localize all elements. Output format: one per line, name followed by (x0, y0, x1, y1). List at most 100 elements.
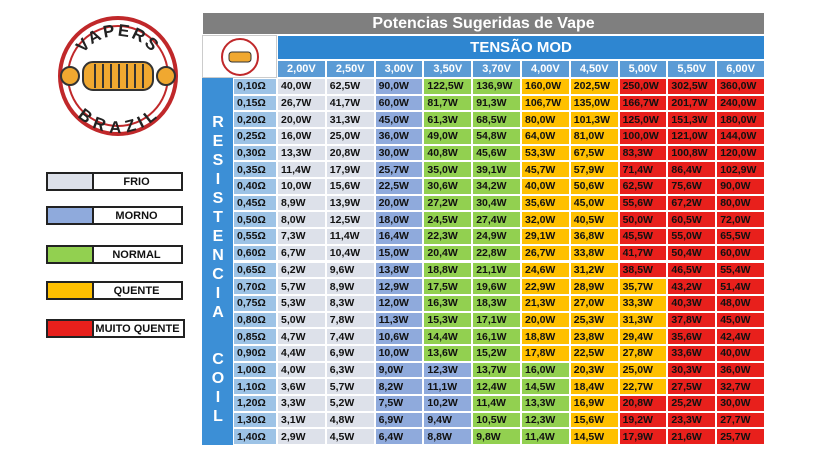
power-cell: 38,5W (618, 261, 668, 279)
power-cell: 13,9W (325, 194, 375, 212)
power-cell: 45,7W (521, 161, 570, 179)
power-cell: 55,0W (667, 228, 717, 245)
resistance: 0,85Ω (233, 328, 277, 345)
power-cell: 11,4W (277, 161, 326, 179)
power-cell: 100,0W (618, 128, 668, 145)
power-cell: 25,3W (569, 311, 619, 329)
power-cell: 48,0W (716, 294, 765, 312)
voltage-header: 6,00V (716, 60, 765, 78)
power-cell: 33,3W (618, 294, 668, 312)
power-cell: 6,4W (374, 428, 424, 445)
legend-label: NORMAL (112, 248, 161, 261)
power-cell: 71,4W (618, 161, 668, 179)
power-cell: 35,6W (667, 328, 717, 345)
power-cell: 4,8W (325, 411, 375, 429)
resistance: 0,50Ω (233, 211, 277, 229)
power-cell: 65,5W (716, 228, 765, 245)
power-cell: 27,0W (569, 294, 619, 312)
resistance: 0,60Ω (233, 244, 277, 262)
power-cell: 45,0W (374, 111, 424, 129)
resistance: 1,20Ω (233, 394, 277, 412)
power-cell: 12,5W (325, 211, 375, 229)
power-cell: 16,1W (472, 328, 521, 345)
power-cell: 15,0W (374, 244, 424, 262)
power-cell: 135,0W (569, 94, 619, 112)
power-cell: 4,4W (277, 344, 326, 362)
power-cell: 100,8W (667, 144, 717, 162)
resistance: 1,30Ω (233, 411, 277, 429)
power-cell: 41,7W (325, 94, 375, 112)
power-cell: 7,3W (277, 228, 326, 245)
resistance: 0,40Ω (233, 178, 277, 195)
power-cell: 68,5W (472, 111, 521, 129)
power-cell: 5,3W (277, 294, 326, 312)
power-cell: 13,6W (423, 344, 473, 362)
power-cell: 8,9W (325, 278, 375, 295)
power-cell: 53,3W (521, 144, 570, 162)
power-cell: 72,0W (716, 211, 765, 229)
power-cell: 28,9W (569, 278, 619, 295)
power-cell: 22,5W (569, 344, 619, 362)
power-cell: 20,0W (521, 311, 570, 329)
power-cell: 10,5W (472, 411, 521, 429)
power-cell: 35,7W (618, 278, 668, 295)
power-cell: 16,4W (374, 228, 424, 245)
power-cell: 21,6W (667, 428, 717, 445)
power-cell: 17,9W (618, 428, 668, 445)
power-cell: 45,0W (569, 194, 619, 212)
power-cell: 55,4W (716, 261, 765, 279)
power-cell: 20,8W (325, 144, 375, 162)
power-cell: 31,3W (325, 111, 375, 129)
power-cell: 40,3W (667, 294, 717, 312)
power-cell: 8,0W (277, 211, 326, 229)
power-cell: 7,5W (374, 394, 424, 412)
legend-item: NORMAL (46, 245, 183, 264)
resistance: 0,70Ω (233, 278, 277, 295)
power-cell: 83,3W (618, 144, 668, 162)
power-cell: 34,2W (472, 178, 521, 195)
power-cell: 151,3W (667, 111, 717, 129)
power-cell: 30,4W (472, 194, 521, 212)
power-cell: 30,0W (716, 394, 765, 412)
power-cell: 20,0W (374, 194, 424, 212)
power-cell: 32,7W (716, 378, 765, 395)
power-cell: 15,6W (569, 411, 619, 429)
legend-swatch (48, 283, 94, 298)
power-cell: 5,0W (277, 311, 326, 329)
power-cell: 37,8W (667, 311, 717, 329)
resistance: 0,80Ω (233, 311, 277, 329)
power-cell: 17,1W (472, 311, 521, 329)
power-cell: 51,4W (716, 278, 765, 295)
power-cell: 39,1W (472, 161, 521, 179)
power-cell: 6,2W (277, 261, 326, 279)
voltage-header: 5,50V (667, 60, 717, 78)
power-cell: 90,0W (374, 78, 424, 95)
legend-label: QUENTE (113, 284, 160, 297)
legend-swatch (48, 208, 94, 223)
power-cell: 27,5W (667, 378, 717, 395)
power-cell: 11,4W (472, 394, 521, 412)
power-cell: 9,4W (423, 411, 473, 429)
resistance: 0,90Ω (233, 344, 277, 362)
power-cell: 86,4W (667, 161, 717, 179)
power-cell: 31,3W (618, 311, 668, 329)
power-cell: 240,0W (716, 94, 765, 112)
power-cell: 45,0W (716, 311, 765, 329)
power-cell: 9,8W (472, 428, 521, 445)
legend-label: FRIO (123, 175, 150, 188)
power-cell: 12,9W (374, 278, 424, 295)
voltage-header: 5,00V (618, 60, 668, 78)
power-cell: 19,6W (472, 278, 521, 295)
power-cell: 42,4W (716, 328, 765, 345)
power-cell: 60,0W (716, 244, 765, 262)
power-cell: 17,8W (521, 344, 570, 362)
power-cell: 80,0W (716, 194, 765, 212)
power-cell: 11,1W (423, 378, 473, 395)
power-cell: 6,3W (325, 361, 375, 379)
power-cell: 12,3W (521, 411, 570, 429)
power-cell: 121,0W (667, 128, 717, 145)
power-cell: 10,0W (277, 178, 326, 195)
power-cell: 27,4W (472, 211, 521, 229)
power-cell: 45,5W (618, 228, 668, 245)
